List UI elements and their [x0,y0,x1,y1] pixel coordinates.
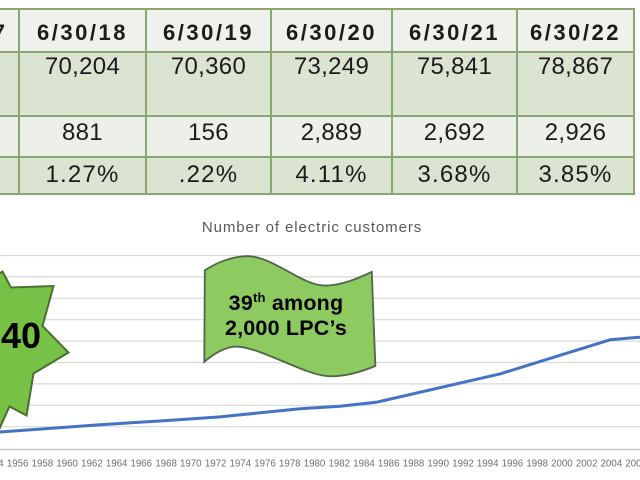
svg-text:1962: 1962 [81,459,103,470]
svg-text:1990: 1990 [427,459,449,470]
svg-text:1974: 1974 [230,459,252,470]
svg-text:2004: 2004 [601,459,623,470]
svg-text:1958: 1958 [32,459,54,470]
svg-text:1976: 1976 [254,459,276,470]
svg-text:1994: 1994 [477,459,499,470]
svg-text:1954: 1954 [0,459,4,470]
svg-text:1988: 1988 [403,459,425,470]
svg-text:1956: 1956 [7,459,29,470]
svg-text:1996: 1996 [502,459,524,470]
svg-text:2002: 2002 [576,459,598,470]
svg-text:1984: 1984 [353,459,375,470]
svg-text:1982: 1982 [329,459,351,470]
svg-text:1980: 1980 [304,459,326,470]
svg-text:1966: 1966 [131,459,153,470]
svg-text:1986: 1986 [378,459,400,470]
svg-text:1960: 1960 [56,459,78,470]
svg-text:1972: 1972 [205,459,227,470]
svg-text:1978: 1978 [279,459,301,470]
svg-text:1970: 1970 [180,459,202,470]
svg-text:1968: 1968 [155,459,177,470]
svg-text:1964: 1964 [106,459,128,470]
svg-text:1998: 1998 [526,459,548,470]
svg-text:2000: 2000 [551,459,573,470]
svg-text:1992: 1992 [452,459,474,470]
